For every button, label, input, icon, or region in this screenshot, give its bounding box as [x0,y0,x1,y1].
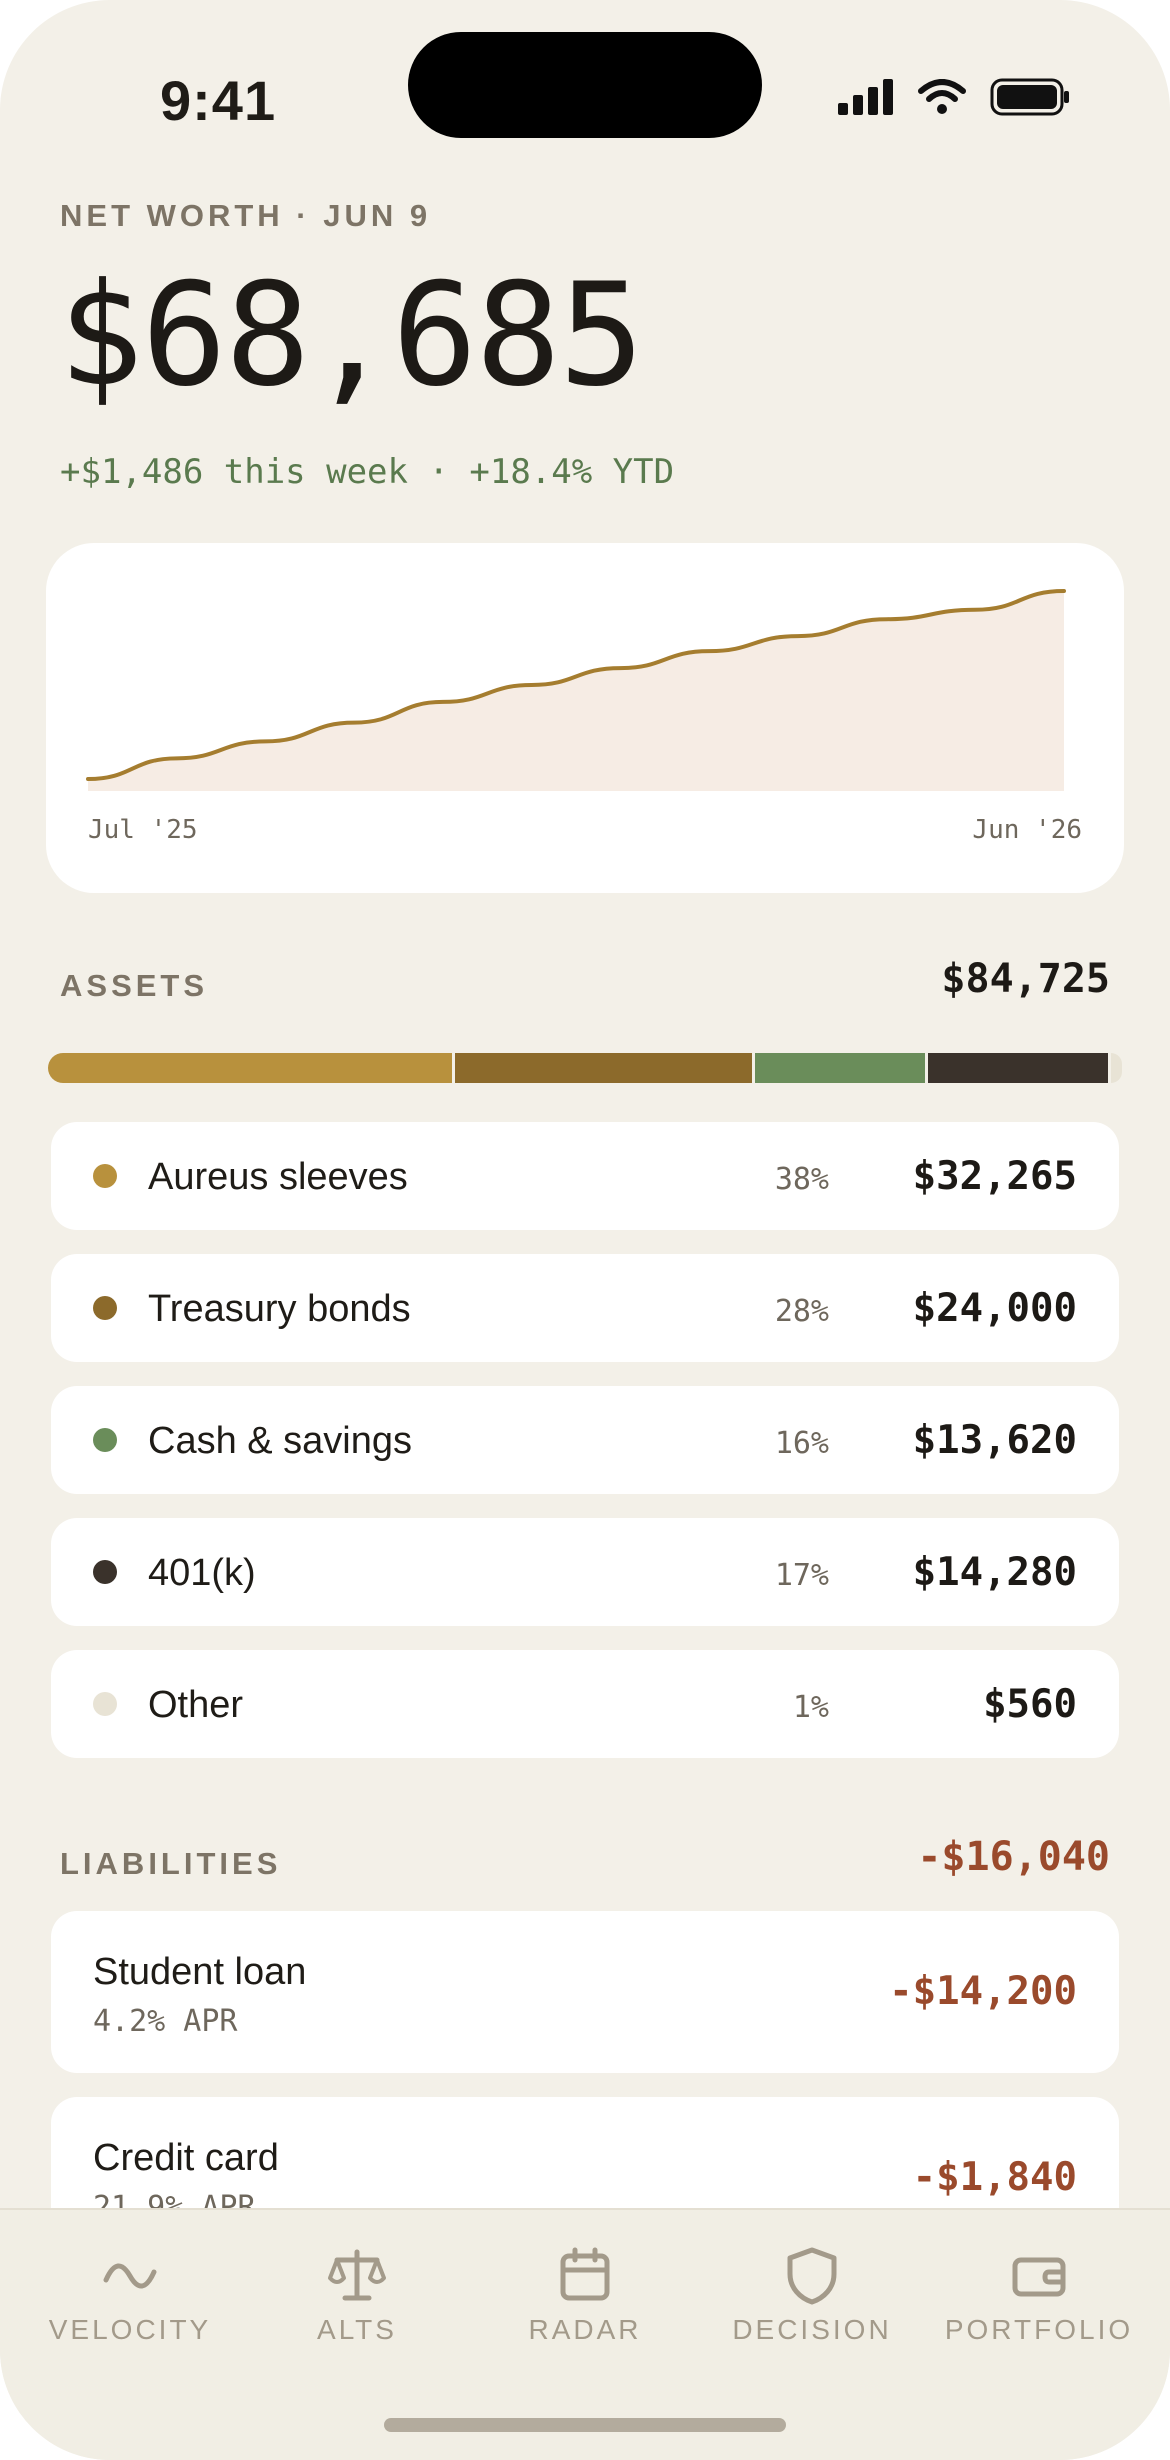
asset-row[interactable]: Treasury bonds 28% $24,000 [51,1254,1119,1362]
asset-color-dot [93,1560,117,1584]
tab-label: RADAR [528,2314,642,2345]
net-worth-chart-card[interactable]: Jul '25 Jun '26 [46,543,1124,893]
liabilities-heading: LIABILITIES [60,1846,282,1881]
asset-value: $560 [983,1682,1077,1727]
tab-velocity[interactable]: VELOCITY [13,2210,247,2410]
tab-radar[interactable]: RADAR [468,2210,702,2410]
asset-name: Cash & savings [148,1420,413,1462]
asset-color-dot [93,1428,117,1452]
allocation-segment [48,1053,452,1083]
net-worth-value: $68,685 [58,253,644,418]
tab-label: ALTS [317,2314,397,2345]
tab-label: VELOCITY [48,2314,212,2345]
net-worth-eyebrow: NET WORTH · JUN 9 [60,198,432,233]
assets-total: $84,725 [941,956,1110,1002]
home-indicator[interactable] [384,2418,786,2432]
asset-row[interactable]: Cash & savings 16% $13,620 [51,1386,1119,1494]
asset-pct: 16% [774,1426,829,1461]
chart-x-start-label: Jul '25 [88,815,198,845]
asset-color-dot [93,1296,117,1320]
battery-icon [990,78,1069,116]
asset-color-dot [93,1164,117,1188]
scale-icon [328,2249,386,2301]
asset-pct: 1% [792,1690,829,1725]
asset-name: Other [148,1684,244,1726]
asset-value: $14,280 [912,1550,1077,1595]
liability-value: -$1,840 [912,2155,1077,2200]
asset-value: $24,000 [912,1286,1077,1331]
allocation-segment [1111,1053,1122,1083]
wallet-icon [1012,2257,1066,2297]
tab-label: DECISION [732,2314,892,2345]
net-worth-chart [86,589,1066,791]
asset-allocation-bar [48,1053,1122,1083]
asset-value: $32,265 [912,1154,1077,1199]
asset-value: $13,620 [912,1418,1077,1463]
asset-row[interactable]: Aureus sleeves 38% $32,265 [51,1122,1119,1230]
wifi-icon [918,79,966,114]
asset-pct: 38% [774,1162,829,1197]
tab-decision[interactable]: DECISION [695,2210,929,2410]
liabilities-total: -$16,040 [917,1834,1110,1880]
asset-color-dot [93,1692,117,1716]
liability-value: -$14,200 [889,1969,1077,2014]
cellular-signal-icon [838,79,893,115]
calendar-icon [560,2247,610,2301]
shield-icon [787,2247,837,2305]
chart-area [88,591,1064,791]
liability-row[interactable]: Student loan 4.2% APR -$14,200 [51,1911,1119,2073]
liability-name: Credit card [93,2137,279,2179]
asset-row[interactable]: 401(k) 17% $14,280 [51,1518,1119,1626]
asset-name: Aureus sleeves [148,1156,408,1198]
chart-line [86,589,1066,781]
asset-pct: 28% [774,1294,829,1329]
status-icons [838,78,1070,116]
wave-icon [103,2263,157,2289]
tab-label: PORTFOLIO [944,2314,1134,2345]
asset-row[interactable]: Other 1% $560 [51,1650,1119,1758]
net-worth-delta: +$1,486 this week · +18.4% YTD [60,452,675,492]
asset-name: 401(k) [148,1552,256,1594]
status-time: 9:41 [160,69,277,132]
allocation-segment [927,1053,1109,1083]
assets-heading: ASSETS [60,968,209,1003]
liability-name: Student loan [93,1951,307,1993]
allocation-segment [754,1053,925,1083]
dynamic-island [408,32,762,138]
tab-alts[interactable]: ALTS [240,2210,474,2410]
chart-x-end-label: Jun '26 [972,815,1082,845]
allocation-segment [454,1053,752,1083]
liability-apr: 4.2% APR [93,2004,238,2039]
asset-name: Treasury bonds [148,1288,411,1330]
asset-pct: 17% [774,1558,829,1593]
tab-portfolio[interactable]: PORTFOLIO [922,2210,1156,2410]
